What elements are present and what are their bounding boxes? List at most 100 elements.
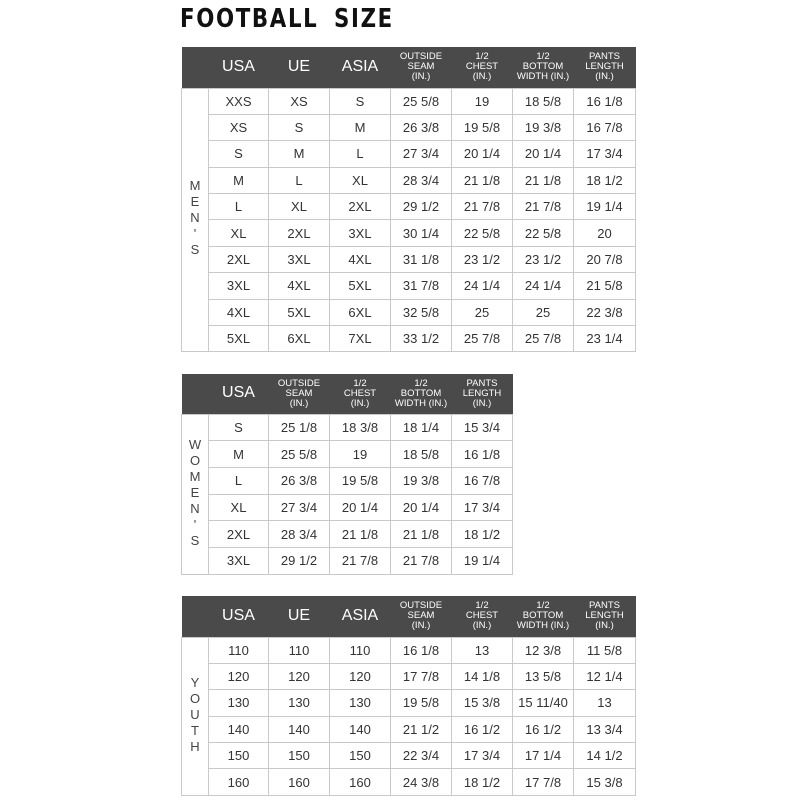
- table-cell: 13: [451, 636, 513, 664]
- table-cell: 2XL: [329, 193, 391, 221]
- table-cell: 22 5/8: [451, 219, 513, 247]
- table-cell: 31 7/8: [390, 272, 452, 300]
- table-row: 3XL 4XL 5XL 31 7/8 24 1/4 24 1/4 21 5/8: [182, 272, 636, 300]
- table-cell: 130: [329, 689, 391, 717]
- group-cell: YOUTH: [181, 636, 209, 796]
- table-cell: 6XL: [329, 298, 391, 327]
- table-cell: XXS: [208, 87, 269, 115]
- header-row: USA OUTSIDE SEAM (IN.) 1/2 CHEST (IN.) 1/2 BOTTO…: [181, 374, 513, 414]
- table-cell: 15 3/8: [573, 768, 636, 796]
- table-cell: 140: [208, 715, 269, 744]
- table-cell: L: [329, 140, 391, 168]
- table-cell: 23 1/4: [573, 325, 636, 353]
- table-cell: 4XL: [329, 245, 391, 274]
- table-cell: 20: [573, 219, 636, 247]
- table-cell: 4XL: [208, 298, 269, 327]
- table-cell: S: [208, 413, 269, 442]
- table-cell: 110: [208, 636, 269, 664]
- table-cell: 25: [512, 298, 574, 327]
- column-header: PANTS LENGTH (IN.): [451, 374, 513, 414]
- table-cell: 140: [268, 715, 330, 744]
- column-header: OUTSIDE SEAM (IN.): [390, 47, 452, 88]
- table-cell: 19 3/8: [512, 113, 574, 142]
- table-cell: 21 5/8: [573, 272, 636, 300]
- table-cell: 19 3/8: [390, 466, 452, 495]
- table-cell: 150: [268, 742, 330, 770]
- table-cell: 140: [329, 715, 391, 744]
- table-cell: 17 3/4: [451, 742, 513, 770]
- table-row: 140 140 140 21 1/2 16 1/2 16 1/2 13 3/4: [182, 715, 636, 744]
- table-cell: 18 3/8: [329, 413, 391, 442]
- table-cell: 160: [208, 768, 269, 796]
- column-header: 1/2 BOTTOM WIDTH (IN.): [512, 47, 574, 88]
- table-cell: 15 11/40: [512, 689, 574, 717]
- table-cell: 6XL: [268, 325, 330, 353]
- table-cell: 17 7/8: [390, 662, 452, 691]
- table-cell: 5XL: [329, 272, 391, 300]
- table-cell: 21 7/8: [329, 546, 391, 575]
- table-cell: 19 1/4: [573, 193, 636, 221]
- table-cell: 21 1/2: [390, 715, 452, 744]
- table-cell: 17 1/4: [512, 742, 574, 770]
- womens-size-table: USA OUTSIDE SEAM (IN.) 1/2 CHEST (IN.) 1/2 BOTTO…: [181, 374, 513, 575]
- table-cell: 22 3/4: [390, 742, 452, 770]
- table-row: 120 120 120 17 7/8 14 1/8 13 5/8 12 1/4: [182, 662, 636, 691]
- table-cell: 22 5/8: [512, 219, 574, 247]
- table-cell: XL: [268, 193, 330, 221]
- table-cell: 27 3/4: [268, 493, 330, 522]
- youth-size-table: USA UE ASIA OUTSIDE SEAM (IN.) 1/2 CHEST (IN.) 1/…: [181, 596, 636, 796]
- table-row: 2XL 3XL 4XL 31 1/8 23 1/2 23 1/2 20 7/8: [182, 245, 636, 274]
- table-row: 2XL 28 3/4 21 1/8 21 1/8 18 1/2: [182, 520, 513, 548]
- table-row: M 25 5/8 19 18 5/8 16 1/8: [182, 440, 513, 468]
- table-cell: 15 3/8: [451, 689, 513, 717]
- table-cell: M: [208, 440, 269, 468]
- header-blank: [181, 374, 209, 414]
- table-cell: 26 3/8: [390, 113, 452, 142]
- table-cell: 3XL: [268, 245, 330, 274]
- table-row: 160 160 160 24 3/8 18 1/2 17 7/8 15 3/8: [182, 768, 636, 796]
- table-cell: 20 1/4: [329, 493, 391, 522]
- table-cell: 18 1/2: [573, 166, 636, 195]
- column-header: 1/2 BOTTOM WIDTH (IN.): [390, 374, 452, 414]
- table-row: M L XL 28 3/4 21 1/8 21 1/8 18 1/2: [182, 166, 636, 195]
- table-cell: 20 7/8: [573, 245, 636, 274]
- table-cell: 24 1/4: [512, 272, 574, 300]
- table-cell: 150: [208, 742, 269, 770]
- table-cell: 18 5/8: [512, 87, 574, 115]
- table-cell: L: [208, 193, 269, 221]
- table-cell: 20 1/4: [512, 140, 574, 168]
- column-header: USA: [208, 596, 269, 637]
- table-cell: 22 3/8: [573, 298, 636, 327]
- table-cell: 110: [329, 636, 391, 664]
- table-row: XL 27 3/4 20 1/4 20 1/4 17 3/4: [182, 493, 513, 522]
- column-header: PANTS LENGTH (IN.): [573, 47, 636, 88]
- table-cell: 17 7/8: [512, 768, 574, 796]
- table-cell: S: [208, 140, 269, 168]
- table-cell: 24 1/4: [451, 272, 513, 300]
- group-label: MEN'S: [187, 178, 203, 259]
- table-cell: 16 1/2: [451, 715, 513, 744]
- table-row: MEN'S XXS XS S 25 5/8 19 18 5/8 16 1/8: [181, 87, 636, 353]
- table-cell: 160: [329, 768, 391, 796]
- table-cell: 25 5/8: [268, 440, 330, 468]
- table-cell: M: [329, 113, 391, 142]
- table-cell: 20 1/4: [390, 493, 452, 522]
- group-cell: WOMEN'S: [181, 413, 209, 575]
- table-cell: 120: [208, 662, 269, 691]
- table-cell: 28 3/4: [268, 520, 330, 548]
- table-row: XL 2XL 3XL 30 1/4 22 5/8 22 5/8 20: [182, 219, 636, 247]
- table-cell: 21 1/8: [390, 520, 452, 548]
- table-cell: 21 7/8: [512, 193, 574, 221]
- table-cell: XL: [329, 166, 391, 195]
- table-cell: 24 3/8: [390, 768, 452, 796]
- table-cell: S: [329, 87, 391, 115]
- table-cell: 16 1/8: [451, 440, 513, 468]
- table-cell: XS: [208, 113, 269, 142]
- column-header: UE: [268, 47, 330, 88]
- table-cell: 19 5/8: [451, 113, 513, 142]
- table-cell: L: [268, 166, 330, 195]
- column-header: UE: [268, 596, 330, 637]
- table-cell: 5XL: [208, 325, 269, 353]
- table-cell: 29 1/2: [390, 193, 452, 221]
- table-cell: 3XL: [329, 219, 391, 247]
